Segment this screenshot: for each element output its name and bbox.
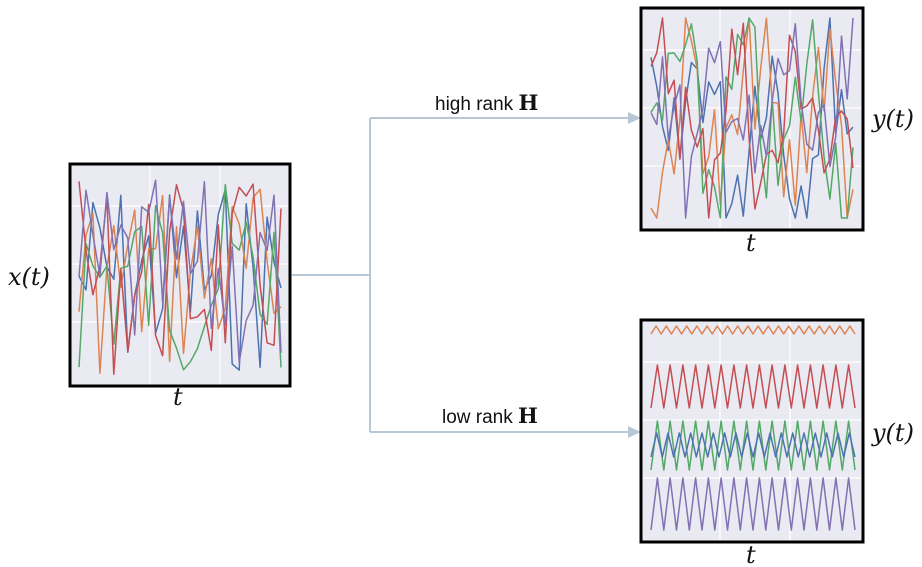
low-rank-signal-trace — [650, 420, 856, 471]
input-panel-frame — [68, 162, 292, 388]
input-signal-trace — [78, 181, 282, 375]
connector-lines — [292, 117, 632, 433]
input-signal-label: x(t) — [8, 263, 50, 291]
low-rank-signal-trace — [650, 325, 856, 335]
low-rank-signal-trace — [650, 477, 856, 531]
high-rank-output-panel — [639, 6, 865, 232]
high-rank-signal-trace — [650, 17, 854, 219]
low-rank-signal-lines — [650, 325, 856, 531]
high-rank-signal-trace — [650, 17, 854, 219]
input-time-axis-label: t — [173, 383, 183, 411]
low-rank-time-axis-label: t — [746, 541, 756, 567]
high-rank-label: high rank H — [435, 90, 538, 115]
input-signal-trace — [78, 188, 282, 374]
low-rank-output-label: y(t) — [871, 419, 914, 447]
low-rank-label: low rank H — [442, 403, 538, 428]
high-rank-output-label: y(t) — [871, 105, 914, 133]
low-rank-signal-trace — [650, 364, 856, 409]
low-rank-panel-frame — [639, 318, 865, 544]
input-signal-trace — [78, 189, 282, 371]
input-signal-trace — [78, 179, 282, 364]
high-rank-signal-lines — [650, 17, 854, 219]
high-rank-signal-trace — [650, 17, 854, 219]
high-rank-panel-frame — [639, 6, 865, 232]
low-rank-panel-grid — [641, 320, 863, 542]
low-rank-arrowhead — [628, 426, 641, 438]
input-signal-lines — [78, 179, 282, 375]
input-signal-panel — [68, 162, 292, 388]
high-rank-arrowhead — [628, 112, 641, 124]
high-rank-signal-trace — [650, 17, 854, 219]
high-rank-time-axis-label: t — [746, 229, 756, 257]
low-rank-output-panel — [639, 318, 865, 544]
low-rank-signal-trace — [650, 432, 856, 458]
